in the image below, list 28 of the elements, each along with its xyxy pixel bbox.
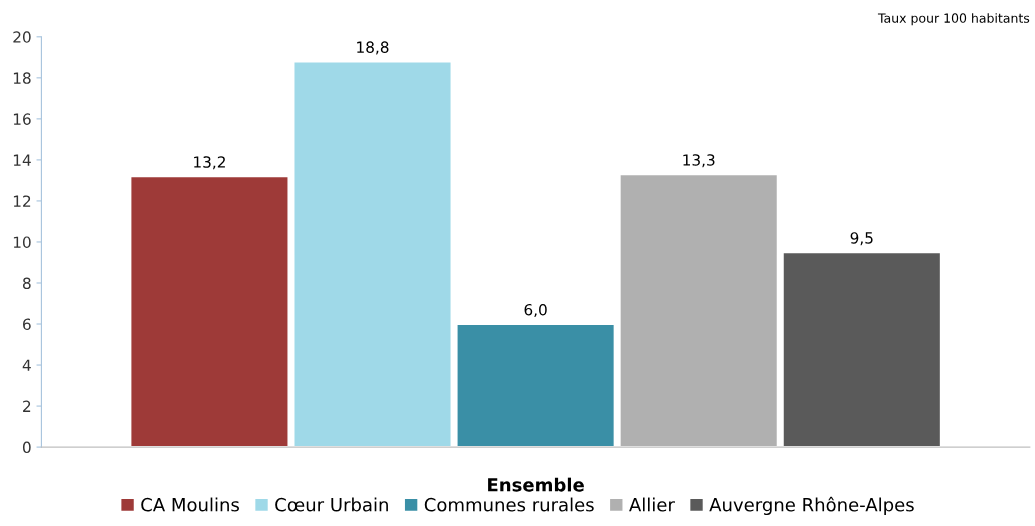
bar (618, 173, 779, 448)
y-tick-label: 8 (22, 277, 31, 290)
data-label: 18,8 (357, 41, 389, 55)
y-tick-label: 14 (13, 154, 31, 166)
bar (129, 175, 290, 448)
y-tick-label: 6 (23, 318, 31, 331)
data-label: 6,0 (524, 303, 547, 318)
x-tick-label: Ensemble (488, 477, 584, 492)
y-tick-label: 18 (13, 72, 31, 84)
y-tick-label: 10 (13, 236, 31, 248)
y-tick-label: 4 (22, 359, 31, 371)
legend-label: Allier (629, 497, 675, 512)
y-tick-label: 2 (23, 400, 31, 412)
data-label: 9,5 (850, 232, 873, 246)
y-tick-label: 16 (13, 113, 31, 125)
legend-label: CA Moulins (141, 497, 239, 512)
y-tick-label: 0 (22, 441, 31, 454)
data-label: 13,2 (194, 156, 225, 170)
data-label: 13,3 (683, 154, 715, 168)
y-tick-label: 12 (13, 195, 31, 207)
text: Taux pour 100 habitants (877, 13, 1030, 26)
bar (781, 251, 942, 448)
legend-label: Communes rurales (424, 497, 594, 512)
bar (455, 322, 616, 448)
bar (292, 60, 453, 448)
legend-label: Cœur Urbain (275, 497, 388, 512)
y-tick-label: 20 (13, 31, 31, 43)
legend-label: Auvergne Rhône-Alpes (709, 496, 914, 516)
